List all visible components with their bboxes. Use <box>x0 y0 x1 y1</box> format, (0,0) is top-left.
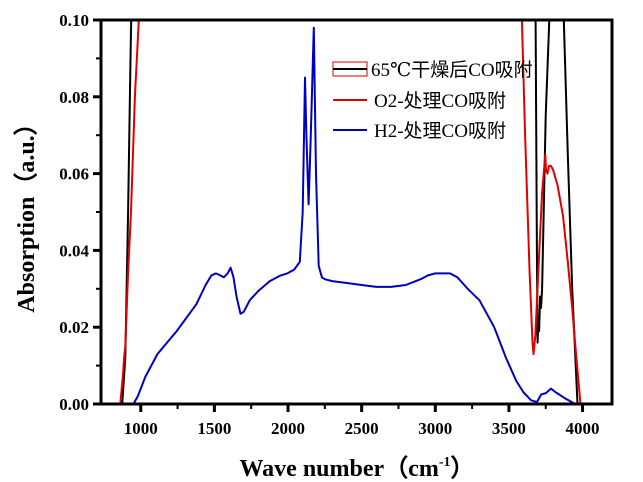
x-tick-label: 3000 <box>418 419 452 438</box>
legend: 65℃干燥后CO吸附 O2-处理CO吸附 H2-处理CO吸附 <box>332 59 533 142</box>
y-tick-label: 0.08 <box>59 88 89 107</box>
legend-label-2: H2-处理CO吸附 <box>374 120 506 142</box>
x-tick-label: 4000 <box>566 419 600 438</box>
series-0-line-segment-1 <box>534 20 551 344</box>
legend-label-1: O2-处理CO吸附 <box>374 90 506 112</box>
x-tick-label: 2000 <box>271 419 305 438</box>
series-1-line-segment-1 <box>520 20 582 404</box>
series-1-line-segment-0 <box>119 20 140 404</box>
series-0-line-segment-0 <box>121 20 133 404</box>
x-tick-label: 3500 <box>492 419 526 438</box>
y-tick-label: 0.02 <box>59 318 89 337</box>
y-tick-label: 0.10 <box>59 11 89 30</box>
y-axis: 0.00 0.02 0.04 0.06 0.08 0.10 <box>59 11 101 414</box>
x-tick-label: 2500 <box>345 419 379 438</box>
y-tick-label: 0.06 <box>59 165 89 184</box>
series-2-line-segment-0 <box>126 26 576 404</box>
y-tick-label: 0.00 <box>59 395 89 414</box>
x-tick-label: 1000 <box>124 419 158 438</box>
curves <box>119 20 582 404</box>
y-tick-label: 0.04 <box>59 241 89 260</box>
x-axis: 1000 1500 2000 2500 3000 3500 4000 <box>124 404 600 438</box>
x-tick-label: 1500 <box>197 419 231 438</box>
x-axis-title-text: Wave number（cm <box>240 455 439 482</box>
x-axis-title: Wave number（cm-1） <box>240 455 475 482</box>
x-axis-title-superscript: -1 <box>439 455 451 470</box>
x-axis-title-end: ） <box>450 455 474 482</box>
legend-label-0: 65℃干燥后CO吸附 <box>371 59 533 81</box>
y-axis-title: Absorption（a.u.） <box>13 111 40 312</box>
